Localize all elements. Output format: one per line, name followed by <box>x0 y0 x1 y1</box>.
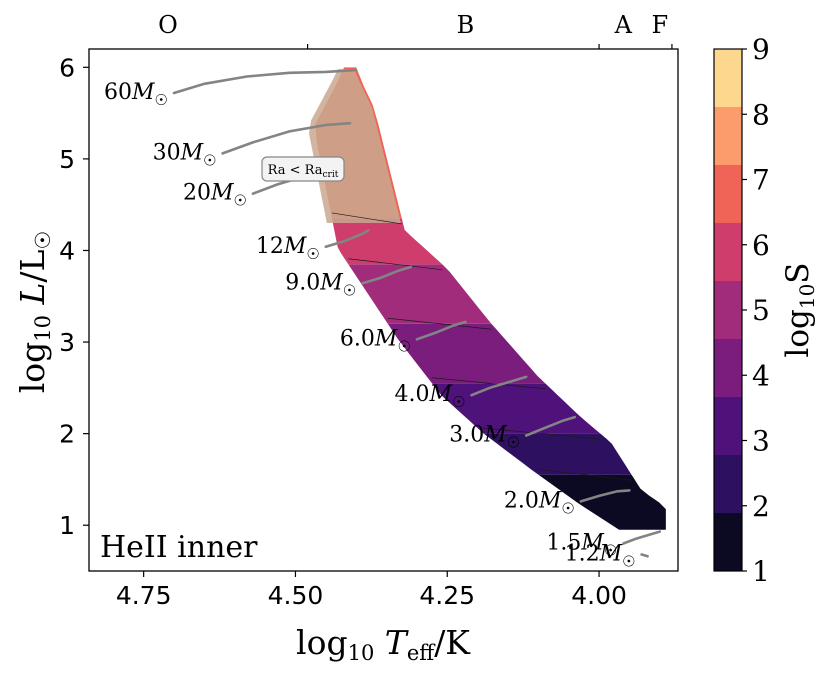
spectral-class-label: B <box>457 11 475 39</box>
track-label: 1.5M☉ <box>546 531 617 560</box>
plot-area <box>172 67 666 558</box>
ra-annotation: Ra < Racrit <box>261 156 345 182</box>
track-label: 4.0M☉ <box>395 382 466 411</box>
x-axis-label-log: log <box>296 623 348 662</box>
y-axis-label-sun: ☉ <box>31 231 55 250</box>
colorbar-tick-label: 3 <box>752 425 770 458</box>
colorbar-tick-label: 5 <box>752 294 770 327</box>
contour-line <box>348 258 443 271</box>
track-label: 30M☉ <box>153 140 217 169</box>
colorbar-tick-label: 9 <box>752 33 770 66</box>
colorbar-segment <box>714 223 742 281</box>
track-line <box>524 415 577 437</box>
colorbar-tick-label: 1 <box>752 555 770 588</box>
x-axis-label-var: T <box>374 623 409 662</box>
track-line <box>360 265 413 285</box>
track-label: 9.0M☉ <box>285 270 356 299</box>
colorbar-segment <box>714 107 742 165</box>
plot-frame <box>88 48 679 572</box>
track-label: 6.0M☉ <box>340 326 411 355</box>
ra-annotation-text: Ra < Racrit <box>268 163 339 180</box>
colorbar-segment <box>714 455 742 513</box>
track-line <box>470 375 528 397</box>
colorbar-tick-label: 8 <box>752 98 770 131</box>
y-axis-label: log10 L/L☉ <box>13 231 55 394</box>
track-label: 2.0M☉ <box>504 488 575 517</box>
band-region <box>387 323 546 384</box>
y-tick-label: 4 <box>59 236 75 265</box>
band-region <box>483 433 632 475</box>
colorbar-segment <box>714 165 742 223</box>
x-axis-label-unit: /K <box>434 623 471 662</box>
subcritical-region <box>308 69 401 223</box>
x-tick-label: 4.50 <box>268 581 324 610</box>
track-label: 3.0M☉ <box>449 422 520 451</box>
x-axis-label-sub: 10 <box>348 641 375 665</box>
colorbar-tick-label: 4 <box>752 359 770 392</box>
colorbar-label: log10S <box>780 262 819 357</box>
y-axis-label-var: L <box>13 283 52 315</box>
axes: 4.75 4.50 4.25 4.00 1 2 3 4 5 6 O B A F <box>59 11 673 610</box>
track-label: 60M☉ <box>104 80 168 109</box>
spectral-class-label: O <box>158 11 178 39</box>
colorbar-segment <box>714 281 742 339</box>
contour-line <box>387 317 492 330</box>
track-line <box>622 530 662 545</box>
track-line <box>640 553 649 558</box>
band-region <box>331 218 443 265</box>
colorbar-label-sub: 10 <box>795 284 819 309</box>
track-line <box>324 229 370 249</box>
y-tick-label: 2 <box>59 420 75 449</box>
track-label: 20M☉ <box>183 181 247 210</box>
colorbar: 1 2 3 4 5 6 7 8 9 <box>713 33 770 588</box>
y-tick-label: 5 <box>59 145 75 174</box>
y-axis-label-unit: /L <box>13 249 52 282</box>
y-axis-label-log: log <box>13 342 52 394</box>
band-region <box>348 264 492 324</box>
contour-line <box>483 427 601 440</box>
contour-line <box>538 468 632 481</box>
y-tick-label: 3 <box>59 328 75 357</box>
colorbar-tick-label: 7 <box>752 164 770 197</box>
contour-line <box>331 212 402 225</box>
x-tick-label: 4.25 <box>419 581 475 610</box>
x-axis-label: log10 Teff/K <box>296 623 471 665</box>
colorbar-tick-label: 2 <box>752 490 770 523</box>
ra-annotation-box <box>261 156 345 182</box>
band-region <box>431 383 601 434</box>
spectral-class-label: F <box>651 11 668 39</box>
band-region <box>538 474 666 530</box>
x-tick-label: 4.75 <box>116 581 172 610</box>
track-line <box>221 121 352 155</box>
spectral-class-label: A <box>614 11 633 39</box>
y-tick-label: 1 <box>59 511 75 540</box>
track-line <box>415 320 467 341</box>
panel-label: HeII inner <box>100 530 258 565</box>
x-tick-label: 4.00 <box>571 581 627 610</box>
track-line <box>579 489 631 503</box>
colorbar-label-var: S <box>780 262 816 283</box>
colorbar-tick-label: 6 <box>752 229 770 262</box>
track-label: 12M☉ <box>256 234 320 263</box>
y-tick-label: 6 <box>59 53 75 82</box>
track-label: 1.2M☉ <box>565 542 636 571</box>
colorbar-segment <box>714 339 742 397</box>
y-axis-label-sub: 10 <box>31 315 55 342</box>
colorbar-label-log: log <box>780 309 816 357</box>
x-axis-label-eff: eff <box>407 641 436 665</box>
contour-line <box>431 377 546 390</box>
colorbar-segment <box>714 397 742 455</box>
colorbar-segment <box>714 513 742 571</box>
track-line <box>172 68 358 95</box>
colorbar-segment <box>714 49 742 107</box>
